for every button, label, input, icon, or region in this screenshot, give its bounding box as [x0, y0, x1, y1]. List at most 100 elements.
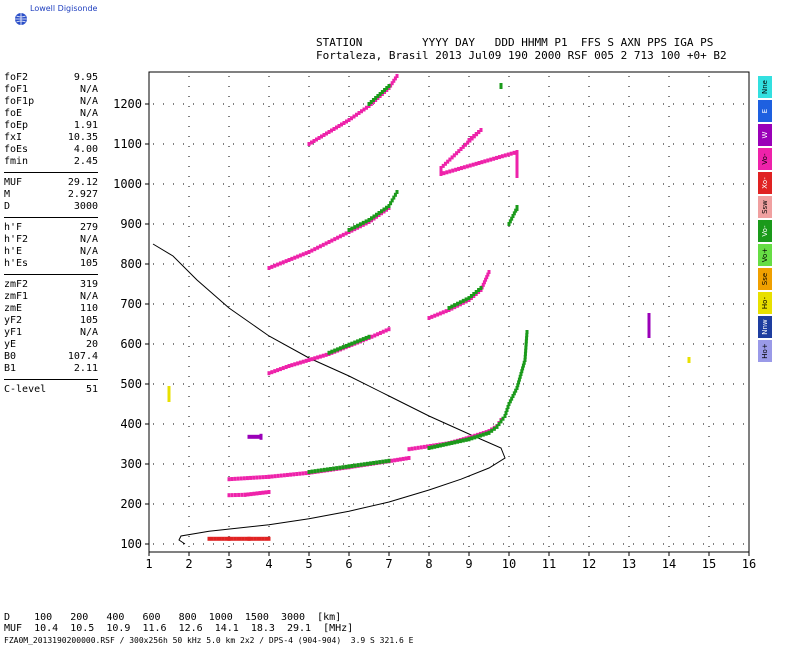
grid-dot — [388, 406, 390, 407]
grid-dot — [428, 256, 430, 257]
grid-dot — [503, 503, 504, 505]
grid-dot — [643, 503, 644, 505]
param-value: 4.00 — [73, 144, 98, 155]
grid-dot — [668, 356, 670, 357]
grid-dot — [503, 263, 504, 265]
grid-dot — [213, 103, 214, 105]
grid-dot — [393, 463, 394, 465]
grid-dot — [268, 86, 270, 87]
grid-dot — [623, 463, 624, 465]
param-name: zmE — [4, 303, 23, 314]
grid-dot — [183, 543, 184, 545]
grid-dot — [548, 496, 550, 497]
x-tick-label: 3 — [225, 557, 232, 571]
grid-dot — [468, 356, 470, 357]
grid-dot — [413, 303, 414, 305]
echo-point — [357, 111, 361, 115]
grid-dot — [228, 236, 230, 237]
grid-dot — [628, 316, 630, 317]
grid-dot — [708, 376, 710, 377]
echo-point — [336, 235, 340, 240]
echo-point — [389, 201, 393, 206]
grid-dot — [203, 343, 204, 345]
echo-point — [353, 340, 357, 345]
grid-dot — [388, 266, 390, 267]
grid-dot — [268, 196, 270, 197]
echo-point — [515, 162, 519, 166]
grid-dot — [443, 503, 444, 505]
grid-dot — [423, 543, 424, 545]
grid-dot — [708, 266, 710, 267]
echo-point — [355, 112, 358, 117]
grid-dot — [588, 286, 590, 287]
grid-dot — [228, 156, 230, 157]
grid-dot — [508, 176, 510, 177]
echo-point — [507, 402, 511, 406]
echo-point — [364, 219, 368, 224]
grid-dot — [708, 386, 710, 387]
grid-dot — [388, 96, 390, 97]
grid-dot — [483, 183, 484, 185]
grid-dot — [628, 146, 630, 147]
file-info-line: FZA0M_2013190200000.RSF / 300x256h 50 kH… — [4, 636, 414, 645]
grid-dot — [268, 536, 270, 537]
echo-point — [258, 475, 262, 480]
grid-dot — [413, 263, 414, 265]
param-name: D — [4, 201, 11, 212]
grid-dot — [428, 126, 430, 127]
grid-dot — [468, 536, 470, 537]
grid-dot — [263, 183, 264, 185]
param-row: C-level 51 — [4, 384, 98, 396]
grid-dot — [473, 343, 474, 345]
legend-swatch: E — [758, 100, 772, 122]
echo-point — [511, 394, 515, 398]
grid-dot — [423, 383, 424, 385]
grid-dot — [273, 343, 274, 345]
grid-dot — [428, 176, 430, 177]
grid-dot — [188, 246, 190, 247]
grid-dot — [353, 303, 354, 305]
grid-dot — [563, 463, 564, 465]
grid-dot — [693, 463, 694, 465]
grid-dot — [348, 216, 350, 217]
grid-dot — [723, 103, 724, 105]
echo-point — [515, 153, 519, 157]
grid-dot — [348, 226, 350, 227]
grid-dot — [623, 263, 624, 265]
grid-dot — [393, 263, 394, 265]
grid-dot — [663, 463, 664, 465]
grid-dot — [548, 366, 550, 367]
grid-dot — [183, 303, 184, 305]
grid-dot — [363, 423, 364, 425]
grid-dot — [513, 303, 514, 305]
echo-point — [359, 462, 363, 467]
grid-dot — [708, 106, 710, 107]
grid-dot — [348, 76, 350, 77]
grid-dot — [268, 376, 270, 377]
grid-dot — [413, 463, 414, 465]
grid-dot — [268, 126, 270, 127]
grid-dot — [588, 536, 590, 537]
echo-point — [436, 312, 440, 317]
echo-point — [480, 160, 484, 165]
grid-dot — [348, 526, 350, 527]
grid-dot — [228, 366, 230, 367]
logo-text: Lowell Digisonde — [30, 4, 98, 13]
grid-dot — [428, 186, 430, 187]
grid-dot — [628, 196, 630, 197]
grid-dot — [513, 463, 514, 465]
grid-dot — [588, 366, 590, 367]
echo-point — [261, 490, 265, 495]
param-value: 279 — [79, 222, 98, 233]
echo-point — [384, 328, 388, 333]
grid-dot — [428, 226, 430, 227]
grid-dot — [308, 506, 310, 507]
grid-dot — [573, 503, 574, 505]
grid-dot — [433, 103, 434, 105]
echo-point — [250, 434, 254, 439]
grid-dot — [468, 136, 470, 137]
grid-dot — [668, 526, 670, 527]
grid-dot — [388, 186, 390, 187]
grid-dot — [668, 136, 670, 137]
grid-dot — [428, 486, 430, 487]
